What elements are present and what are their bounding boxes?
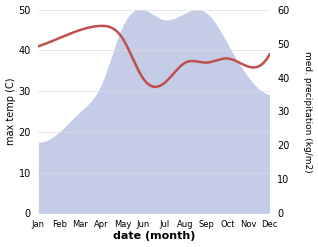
X-axis label: date (month): date (month) [113, 231, 195, 242]
Y-axis label: max temp (C): max temp (C) [5, 78, 16, 145]
Y-axis label: med. precipitation (kg/m2): med. precipitation (kg/m2) [303, 51, 313, 172]
